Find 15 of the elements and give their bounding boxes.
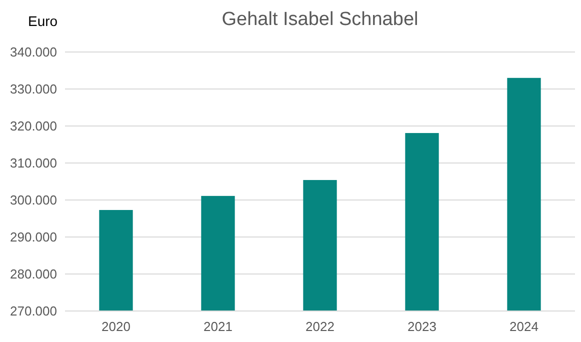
- x-tick-label: 2022: [306, 319, 334, 334]
- x-tick-label: 2021: [204, 319, 232, 334]
- chart-title: Gehalt Isabel Schnabel: [222, 9, 418, 30]
- y-tick-label: 280.000: [10, 266, 57, 282]
- x-tick-label: 2024: [510, 319, 538, 334]
- x-tick-label: 2020: [102, 319, 130, 334]
- y-tick-label: 340.000: [10, 44, 57, 60]
- y-tick-label: 290.000: [10, 230, 57, 245]
- y-tick-label: 310.000: [10, 156, 57, 171]
- y-tick-label: 270.000: [10, 304, 57, 319]
- y-axis-title: Euro: [28, 13, 58, 29]
- y-tick-label: 300.000: [10, 192, 57, 208]
- y-tick-label: 330.000: [10, 82, 57, 97]
- x-tick-label: 2023: [408, 319, 436, 334]
- y-tick-label: 320.000: [10, 118, 57, 134]
